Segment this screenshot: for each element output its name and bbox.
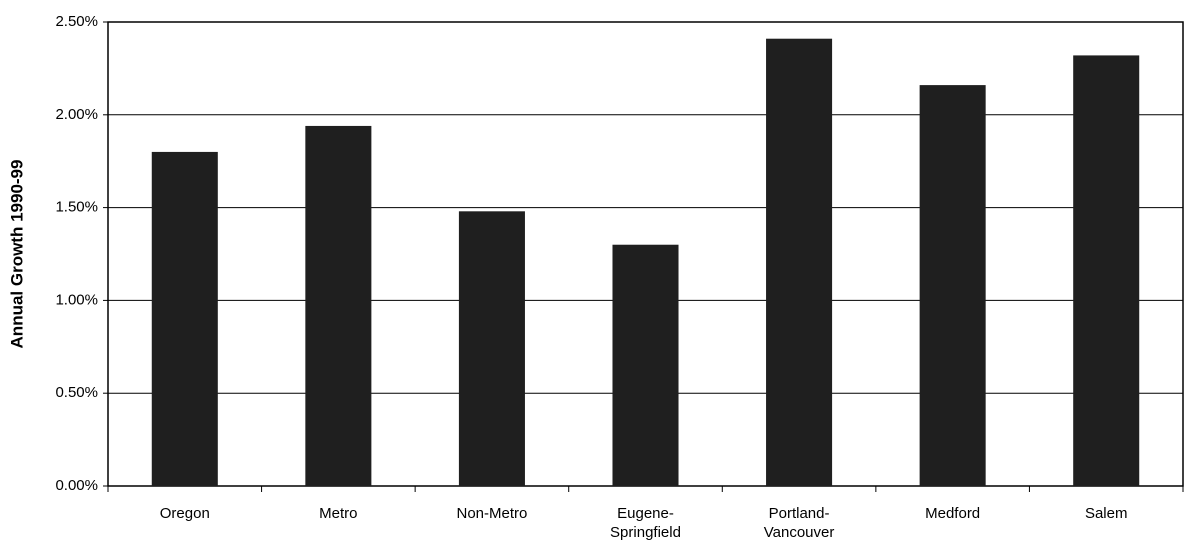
bar	[151, 151, 218, 487]
bar	[458, 211, 525, 486]
y-tick-label: 0.00%	[55, 477, 98, 494]
y-tick-label: 2.50%	[55, 13, 98, 30]
y-tick-label: 0.50%	[55, 384, 98, 401]
y-tick-label: 2.00%	[55, 106, 98, 123]
x-tick-label: Salem	[1084, 505, 1128, 522]
x-tick-label: Portland- Vancouver	[763, 505, 835, 541]
x-tick-label: Oregon	[159, 505, 210, 522]
x-tick-label: Non-Metro	[456, 505, 528, 522]
y-tick-label: 1.00%	[55, 291, 98, 308]
bar	[612, 244, 679, 486]
bar	[1073, 55, 1140, 487]
bar	[919, 85, 986, 486]
bar	[766, 38, 833, 486]
y-axis-label: Annual Growth 1990-99	[7, 160, 26, 349]
x-tick-label: Medford	[925, 505, 981, 522]
bar	[305, 125, 372, 486]
x-tick-label: Eugene- Springfield	[610, 505, 681, 541]
x-tick-label: Metro	[319, 505, 358, 522]
y-tick-label: 1.50%	[55, 199, 98, 216]
